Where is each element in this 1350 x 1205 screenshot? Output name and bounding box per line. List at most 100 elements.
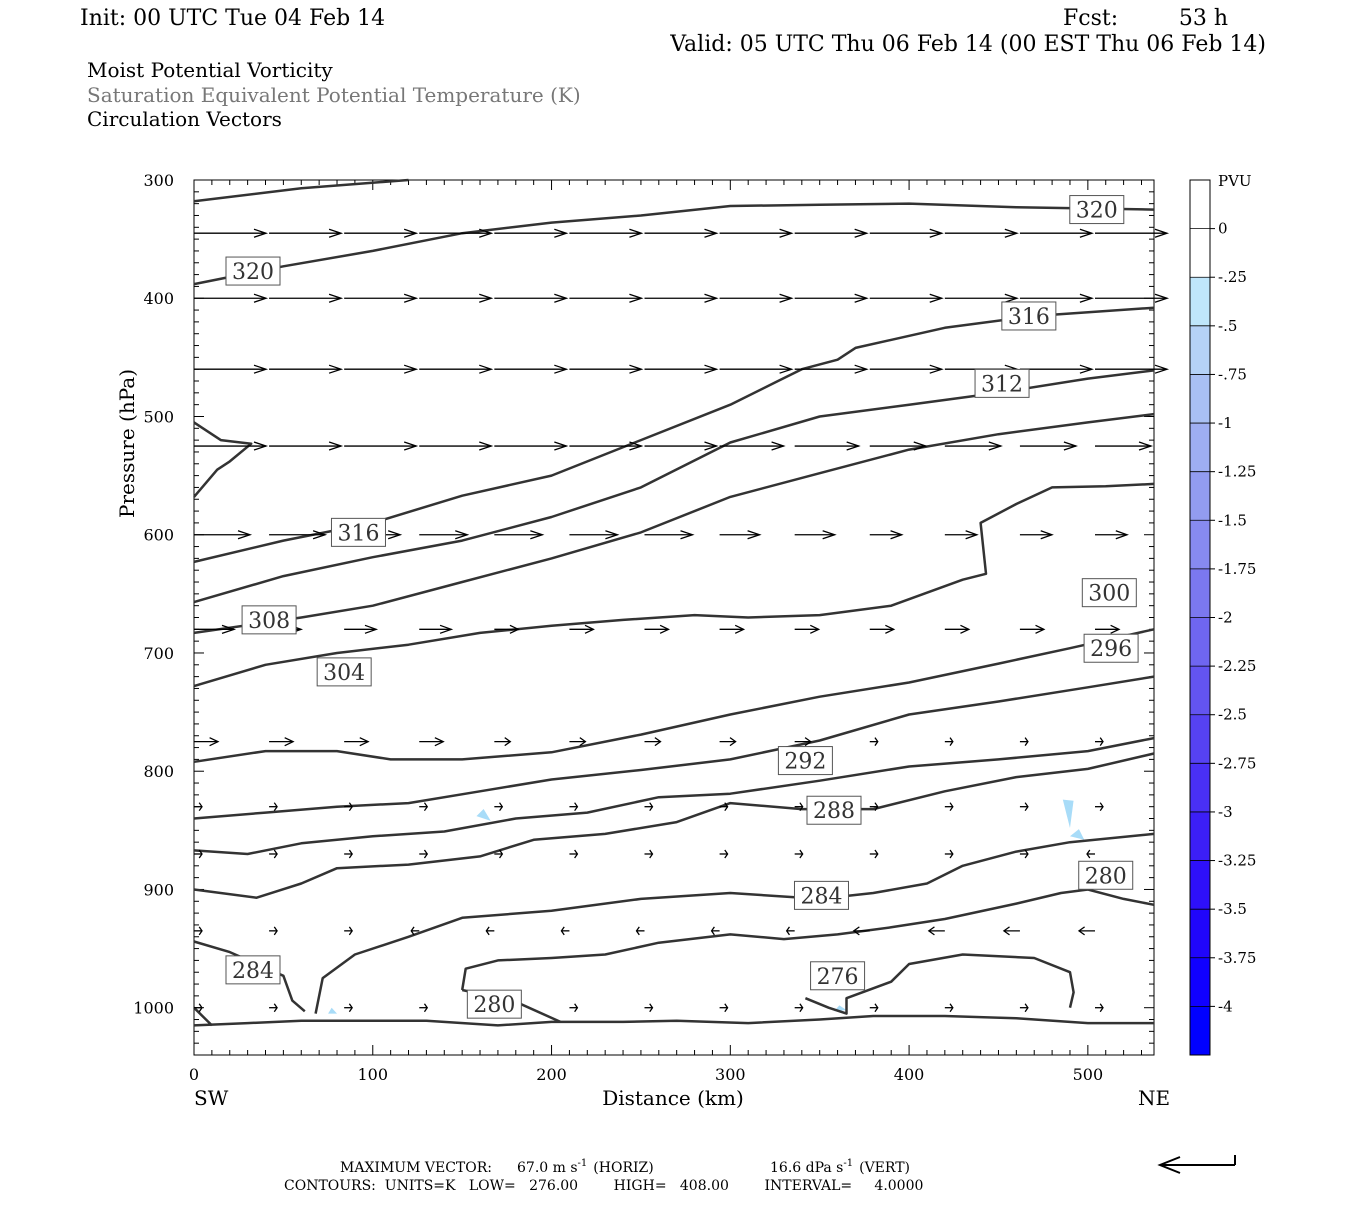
vector-arrow [1019,441,1078,451]
colorbar-swatch [1190,666,1210,716]
vector-head [423,802,429,812]
colorbar-swatch [1190,957,1210,1007]
vector-arrow [494,228,569,238]
vector-arrow [794,530,837,540]
vector-head [574,802,579,812]
x-tick-label: 0 [189,1065,199,1084]
colorbar-swatch [1190,1006,1210,1056]
vector-arrow [944,441,1003,451]
colorbar-swatch [1190,228,1210,278]
contour-label-box [793,880,849,910]
x-axis-label: Distance (km) [602,1086,744,1110]
vector-arrow [344,737,370,747]
vector-arrow [269,530,328,540]
colorbar-swatch [1190,325,1210,375]
vector-arrow [1019,849,1029,859]
contour-label-box [330,517,386,547]
vector-head [1024,802,1029,812]
vector-head [554,441,569,451]
vector-arrow [644,802,654,812]
vector-arrow [560,926,570,936]
vector-head [455,530,470,540]
colorbar-swatch [1190,180,1210,230]
vector-head [221,624,237,634]
forecast-label: Fcst: [1063,6,1118,31]
vector-head [253,293,269,303]
vector-arrow [869,441,928,451]
vector-arrow [644,624,671,634]
colorbar-swatch [1190,617,1210,667]
vector-arrow [869,1003,879,1013]
vector-head [988,441,1003,451]
vector-arrow [569,228,644,238]
vector-arrow [869,530,904,540]
colorbar-level-label: -1.5 [1218,511,1247,529]
vector-arrow [1019,737,1029,747]
colorbar-level-label: -1.75 [1218,560,1256,578]
contour-label-304: 304 [316,657,372,687]
vector-head [348,1003,353,1013]
vector-arrow [419,441,494,451]
contour-line-280 [460,888,1155,991]
vector-arrow [269,364,344,374]
vector-arrow [719,802,729,812]
vector-head [799,802,804,812]
contour-label-284: 284 [793,880,849,910]
vector-head [729,737,737,747]
x-tick-label: 300 [715,1065,746,1084]
field-title-vectors: Circulation Vectors [87,107,282,131]
colorbar-level-label: -2 [1218,609,1233,627]
vector-arrow [419,228,494,238]
vector-head [659,624,671,634]
vector-head [710,926,715,936]
colorbar-swatch [1190,860,1210,910]
vector-arrow [494,364,569,374]
vector-head [785,926,791,936]
vector-head [403,441,419,451]
colorbar-level-label: -.75 [1218,365,1247,383]
contour-label-box [316,657,372,687]
colorbar-level-label: -3.5 [1218,900,1247,918]
vector-arrow [927,926,945,936]
vector-head [579,737,587,747]
vector-head [423,1003,429,1013]
vector-arrow [569,530,620,540]
contour-label-288: 288 [806,795,862,825]
vector-arrow [194,530,253,540]
vector-head [439,624,454,634]
y-tick-label: 400 [143,289,174,308]
init-time: Init: 00 UTC Tue 04 Feb 14 [80,6,385,31]
vector-arrow [644,293,719,303]
vector-head [1077,926,1085,936]
vector-arrow [194,293,269,303]
vector-arrow [1019,364,1094,374]
colorbar-level-label: -2.25 [1218,657,1256,675]
vector-arrow [869,737,879,747]
x-end-label-sw: SW [194,1086,229,1110]
vector-head [1086,849,1091,859]
vector-head [253,441,269,451]
vector-arrow [794,737,812,747]
vector-head [434,737,445,747]
vector-head [423,849,429,859]
vector-arrow [869,624,896,634]
contour-labels: 320 320 316 316 312 308 304 300 296 292 288 284 284 2… [225,195,1139,1019]
vector-arrow [269,1003,278,1013]
vector-arrow [485,926,495,936]
vector-head [198,926,203,936]
vector-head [554,228,569,238]
vector-head [584,624,595,634]
vector-arrow [869,293,944,303]
vector-arrow [710,926,720,936]
contour-label-296: 296 [1083,633,1139,663]
contour-label-316: 316 [330,517,386,547]
contour-line-284 [314,832,1155,1014]
vector-head [929,228,944,238]
vector-arrow [569,441,644,451]
vector-arrow [494,530,545,540]
vector-head [359,737,370,747]
vector-head [1024,1003,1029,1013]
vector-head [724,802,729,812]
vector-arrow [794,441,861,451]
